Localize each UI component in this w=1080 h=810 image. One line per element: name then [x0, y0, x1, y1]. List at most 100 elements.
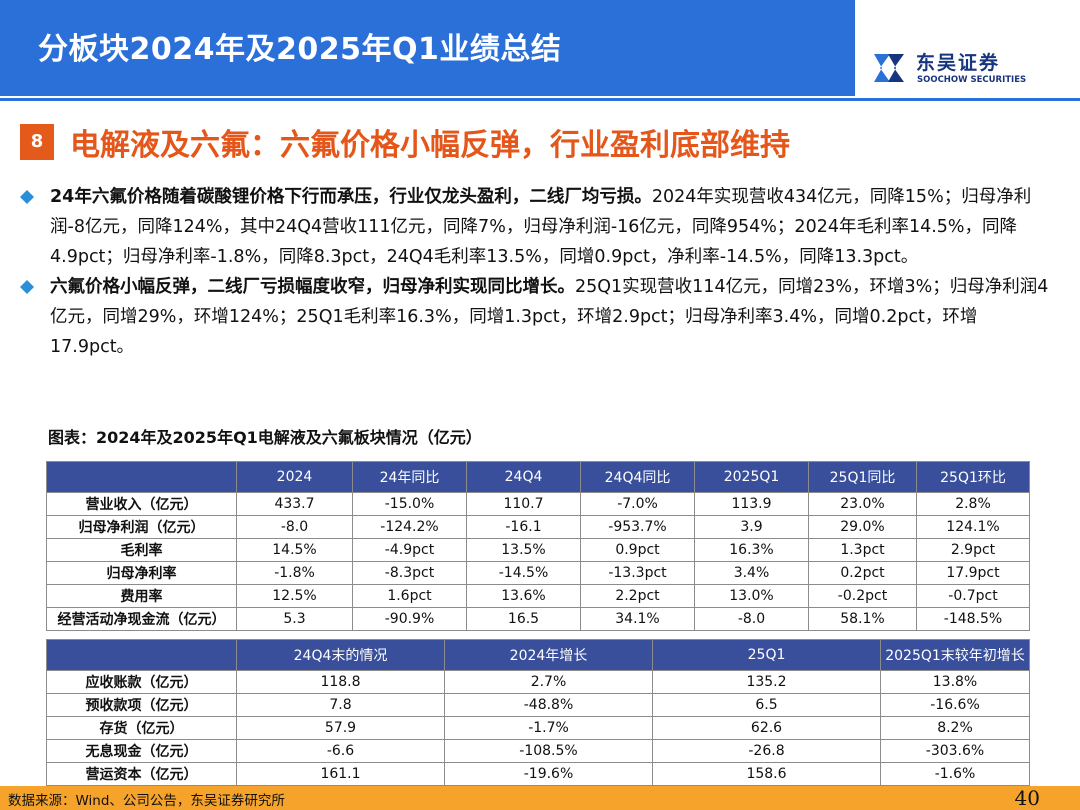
bullet-item: 六氟价格小幅反弹，二线厂亏损幅度收窄，归母净利实现同比增长。25Q1实现营收11… — [20, 272, 1050, 362]
table-cell: 58.1% — [808, 607, 917, 631]
row-label: 预收款项（亿元） — [46, 693, 237, 717]
table-cell: 0.2pct — [808, 561, 917, 585]
row-label: 营业收入（亿元） — [46, 492, 237, 516]
column-header: 24Q4同比 — [580, 461, 695, 493]
table-cell: 16.3% — [694, 538, 809, 562]
table-cell: 2.9pct — [916, 538, 1030, 562]
diamond-bullet-icon — [20, 280, 34, 294]
table-cell: 124.1% — [916, 515, 1030, 539]
table-cell: 0.9pct — [580, 538, 695, 562]
table-corner-cell — [46, 639, 237, 671]
page-number: 40 — [1014, 786, 1040, 810]
row-label: 应收账款（亿元） — [46, 670, 237, 694]
table-cell: -953.7% — [580, 515, 695, 539]
row-label: 归母净利率 — [46, 561, 237, 585]
table-cell: 158.6 — [652, 762, 881, 786]
table-cell: -148.5% — [916, 607, 1030, 631]
diamond-bullet-icon — [20, 190, 34, 204]
bullet-headline: 24年六氟价格随着碳酸锂价格下行而承压，行业仅龙头盈利，二线厂均亏损。 — [50, 187, 652, 207]
row-label: 存货（亿元） — [46, 716, 237, 740]
column-header: 2025Q1 — [694, 461, 809, 493]
figure-title: 图表：2024年及2025年Q1电解液及六氟板块情况（亿元） — [48, 428, 482, 447]
header-divider — [0, 98, 1080, 101]
table-cell: 433.7 — [236, 492, 353, 516]
table-row: 应收账款（亿元） 118.8 2.7% 135.2 13.8% — [46, 670, 1030, 694]
table-header-row: 2024 24年同比 24Q4 24Q4同比 2025Q1 25Q1同比 25Q1环比 — [46, 461, 1030, 493]
column-header: 25Q1 — [652, 639, 881, 671]
table-row: 营运资本（亿元） 161.1 -19.6% 158.6 -1.6% — [46, 762, 1030, 786]
section-title: 电解液及六氟：六氟价格小幅反弹，行业盈利底部维持 — [70, 128, 790, 163]
table-row: 经营活动净现金流（亿元） 5.3 -90.9% 16.5 34.1% -8.0 58.1% -… — [46, 607, 1030, 631]
table-row: 归母净利率 -1.8% -8.3pct -14.5% -13.3pct 3.4% 0.2pc… — [46, 561, 1030, 585]
performance-table: 2024 24年同比 24Q4 24Q4同比 2025Q1 25Q1同比 25Q1环比 营业… — [46, 461, 1030, 631]
table-cell: -15.0% — [352, 492, 467, 516]
column-header: 24Q4末的情况 — [236, 639, 445, 671]
bullet-headline: 六氟价格小幅反弹，二线厂亏损幅度收窄，归母净利实现同比增长。 — [50, 277, 575, 297]
table-cell: -1.8% — [236, 561, 353, 585]
column-header: 25Q1同比 — [808, 461, 917, 493]
table-cell: -303.6% — [880, 739, 1030, 763]
logo-english-name: SOOCHOW SECURITIES — [917, 75, 1027, 85]
company-logo: 东吴证券 SOOCHOW SECURITIES — [868, 46, 1068, 92]
table-cell: -6.6 — [236, 739, 445, 763]
table-cell: 118.8 — [236, 670, 445, 694]
row-label: 费用率 — [46, 584, 237, 608]
table-row: 无息现金（亿元） -6.6 -108.5% -26.8 -303.6% — [46, 739, 1030, 763]
table-cell: 13.5% — [466, 538, 581, 562]
table-cell: -1.6% — [880, 762, 1030, 786]
table-cell: 161.1 — [236, 762, 445, 786]
table-cell: -0.7pct — [916, 584, 1030, 608]
table-cell: 2.2pct — [580, 584, 695, 608]
table-cell: 13.0% — [694, 584, 809, 608]
table-cell: 135.2 — [652, 670, 881, 694]
table-cell: 17.9pct — [916, 561, 1030, 585]
table-cell: -108.5% — [444, 739, 653, 763]
table-cell: 16.5 — [466, 607, 581, 631]
table-cell: -26.8 — [652, 739, 881, 763]
table-cell: -13.3pct — [580, 561, 695, 585]
table-cell: -8.3pct — [352, 561, 467, 585]
table-cell: 1.3pct — [808, 538, 917, 562]
row-label: 经营活动净现金流（亿元） — [46, 607, 237, 631]
table-cell: 3.4% — [694, 561, 809, 585]
table-cell: 8.2% — [880, 716, 1030, 740]
table-cell: -8.0 — [694, 607, 809, 631]
bullet-body: 25Q1实现营收114亿元，同增23%，环增3%；归母净利润4亿元，同增29%，… — [50, 277, 1049, 357]
row-label: 归母净利润（亿元） — [46, 515, 237, 539]
footer-bar: 数据来源：Wind、公司公告，东吴证券研究所 40 — [0, 786, 1080, 810]
table-cell: -4.9pct — [352, 538, 467, 562]
table-row: 归母净利润（亿元） -8.0 -124.2% -16.1 -953.7% 3.9 29.0%… — [46, 515, 1030, 539]
table-cell: -14.5% — [466, 561, 581, 585]
table-cell: 14.5% — [236, 538, 353, 562]
table-row: 营业收入（亿元） 433.7 -15.0% 110.7 -7.0% 113.9 23.0% 2… — [46, 492, 1030, 516]
table-cell: -48.8% — [444, 693, 653, 717]
column-header: 2025Q1末较年初增长 — [880, 639, 1030, 671]
table-cell: 13.6% — [466, 584, 581, 608]
table-header-row: 24Q4末的情况 2024年增长 25Q1 2025Q1末较年初增长 — [46, 639, 1030, 671]
table-cell: 3.9 — [694, 515, 809, 539]
table-cell: 13.8% — [880, 670, 1030, 694]
table-cell: -19.6% — [444, 762, 653, 786]
table-row: 费用率 12.5% 1.6pct 13.6% 2.2pct 13.0% -0.2pct -0.… — [46, 584, 1030, 608]
column-header: 24年同比 — [352, 461, 467, 493]
table-cell: -1.7% — [444, 716, 653, 740]
table-cell: 34.1% — [580, 607, 695, 631]
table-cell: 6.5 — [652, 693, 881, 717]
soochow-logo-icon — [874, 54, 904, 82]
table-cell: -0.2pct — [808, 584, 917, 608]
table-cell: 2.8% — [916, 492, 1030, 516]
table-cell: 62.6 — [652, 716, 881, 740]
table-row: 存货（亿元） 57.9 -1.7% 62.6 8.2% — [46, 716, 1030, 740]
bullet-body: 2024年实现营收434亿元，同降15%；归母净利润-8亿元，同降124%，其中… — [50, 187, 1032, 267]
table-cell: 23.0% — [808, 492, 917, 516]
table-cell: 12.5% — [236, 584, 353, 608]
row-label: 无息现金（亿元） — [46, 739, 237, 763]
column-header: 24Q4 — [466, 461, 581, 493]
data-source-note: 数据来源：Wind、公司公告，东吴证券研究所 — [8, 793, 285, 809]
table-cell: -124.2% — [352, 515, 467, 539]
table-cell: 5.3 — [236, 607, 353, 631]
table-corner-cell — [46, 461, 237, 493]
page-title: 分板块2024年及2025年Q1业绩总结 — [38, 32, 562, 67]
table-cell: -16.6% — [880, 693, 1030, 717]
table-row: 毛利率 14.5% -4.9pct 13.5% 0.9pct 16.3% 1.3pct 2.9… — [46, 538, 1030, 562]
